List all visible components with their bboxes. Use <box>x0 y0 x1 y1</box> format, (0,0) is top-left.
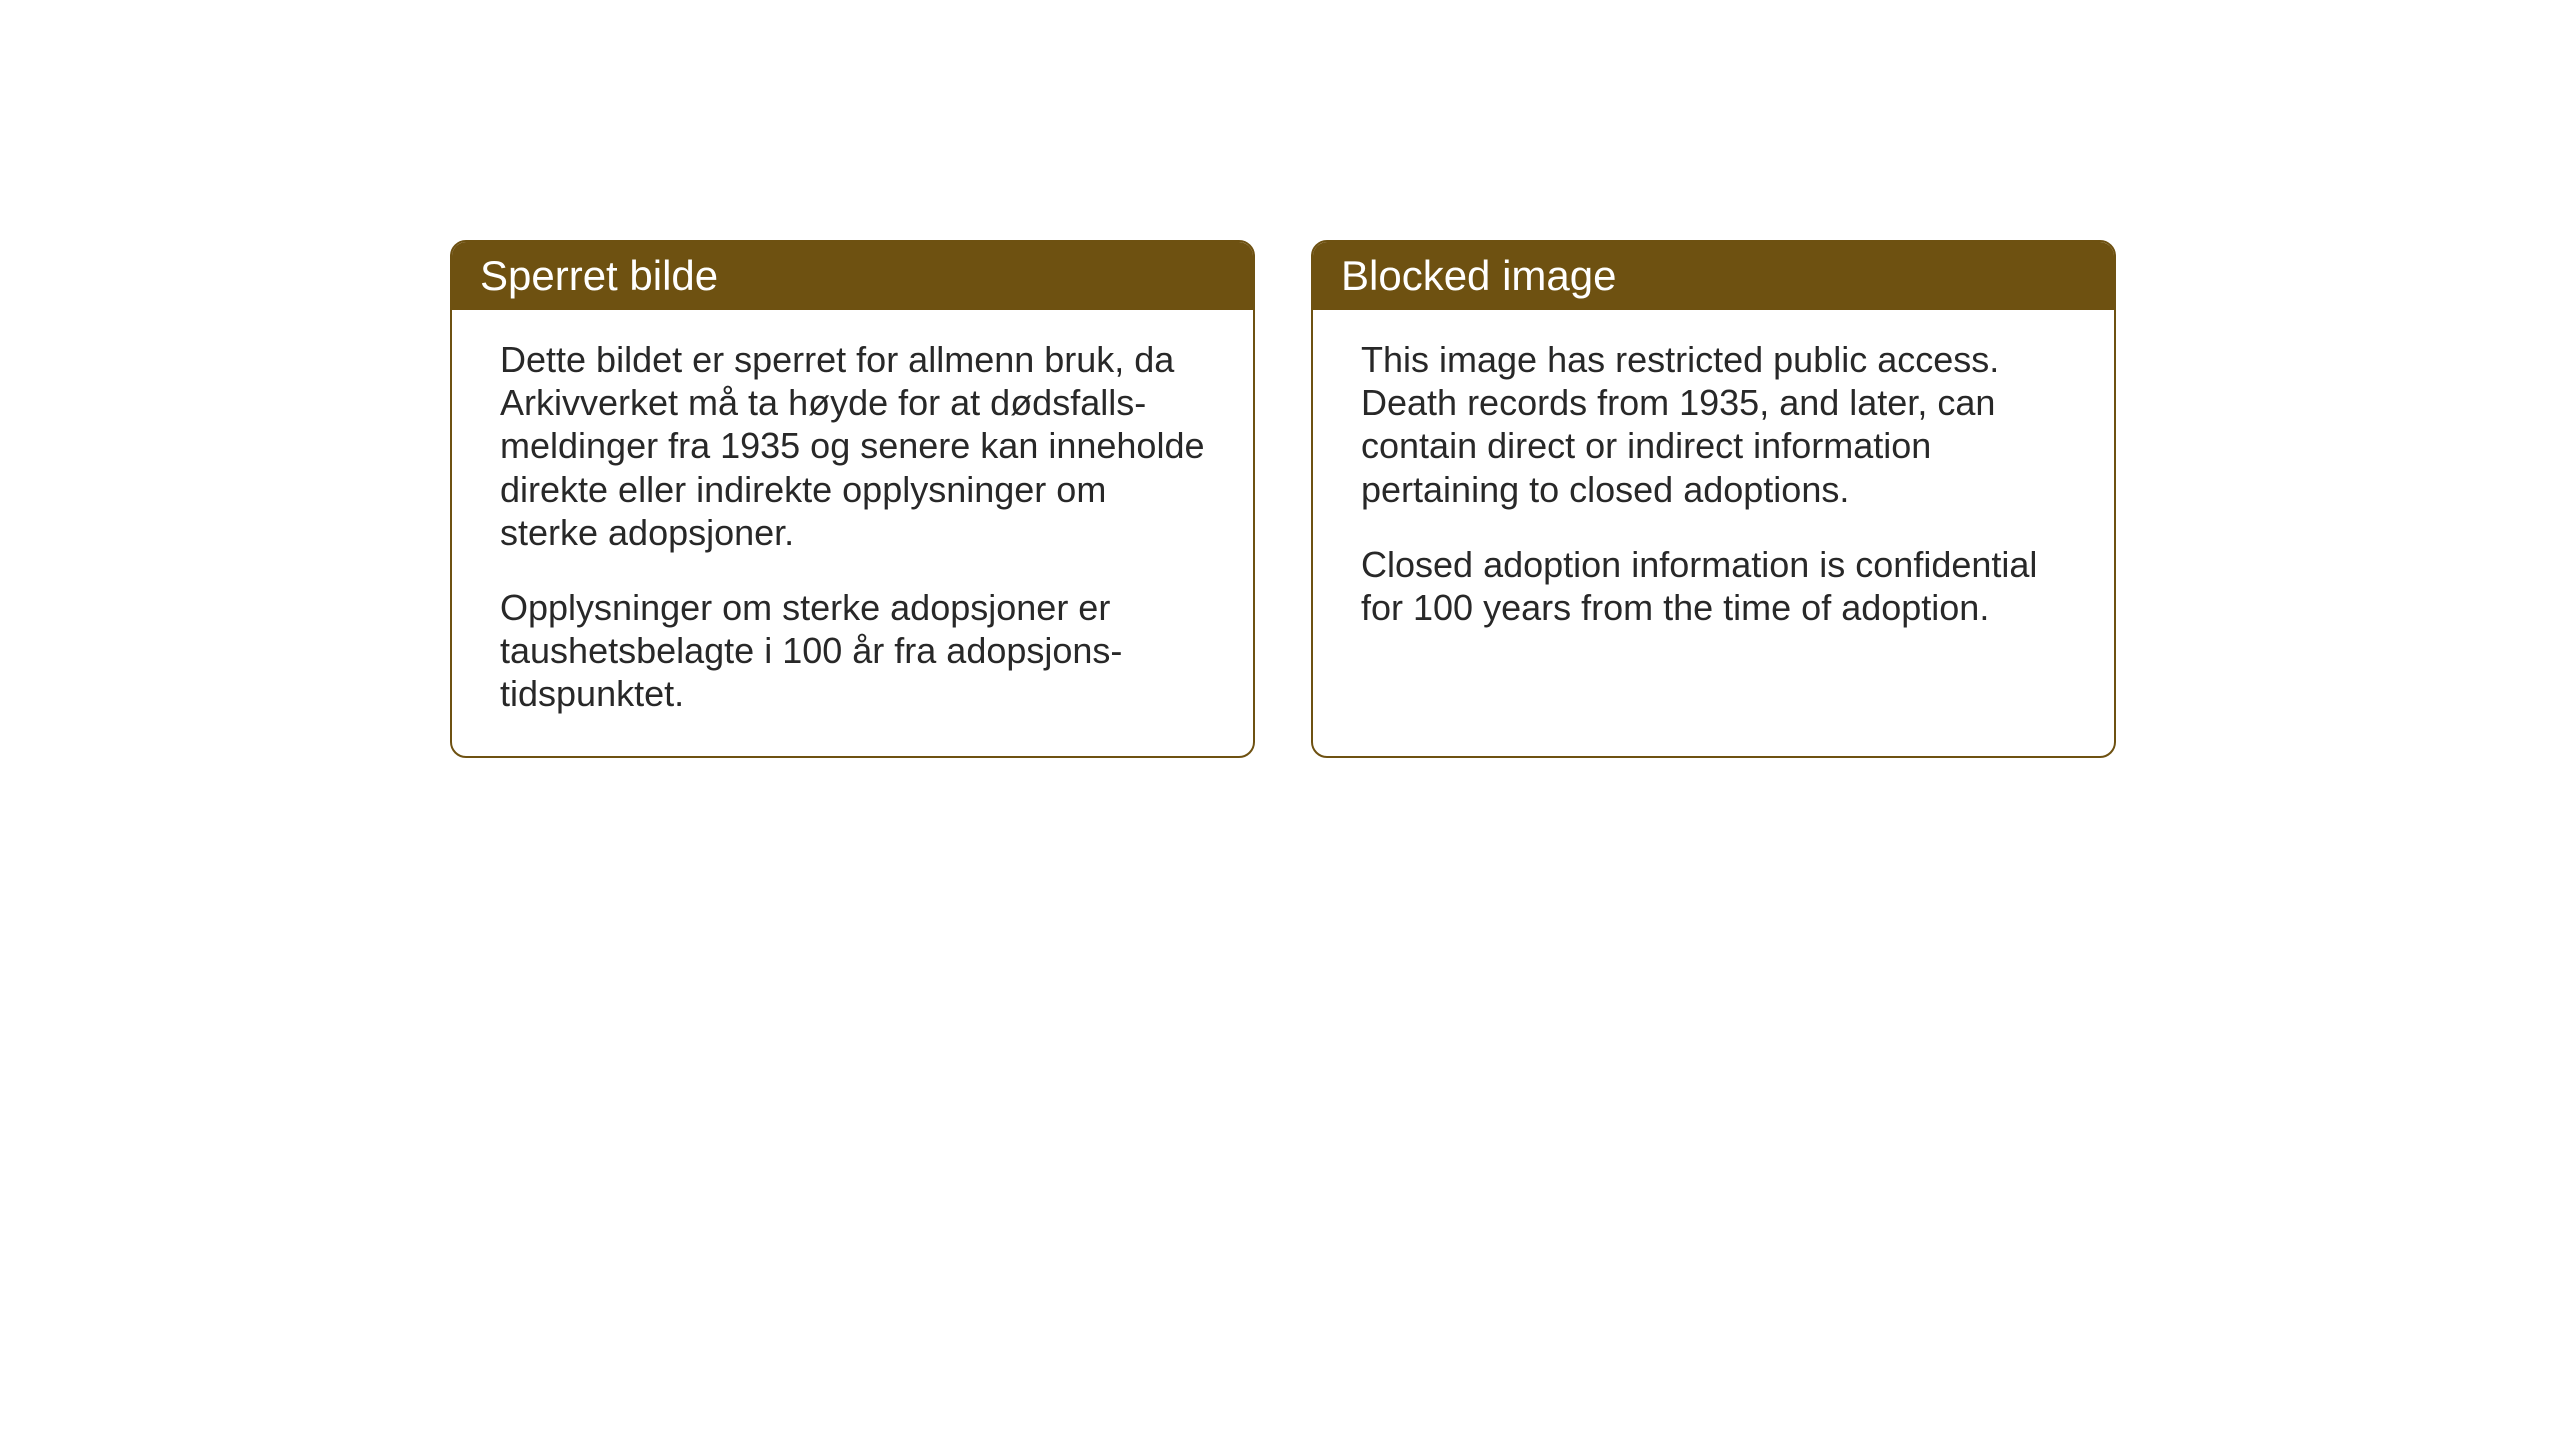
english-card-title: Blocked image <box>1313 242 2114 310</box>
notice-cards-container: Sperret bilde Dette bildet er sperret fo… <box>450 240 2116 758</box>
norwegian-notice-card: Sperret bilde Dette bildet er sperret fo… <box>450 240 1255 758</box>
english-notice-card: Blocked image This image has restricted … <box>1311 240 2116 758</box>
norwegian-card-title: Sperret bilde <box>452 242 1253 310</box>
norwegian-card-body: Dette bildet er sperret for allmenn bruk… <box>452 310 1253 756</box>
english-paragraph-1: This image has restricted public access.… <box>1361 338 2066 511</box>
norwegian-paragraph-2: Opplysninger om sterke adopsjoner er tau… <box>500 586 1205 716</box>
english-paragraph-2: Closed adoption information is confident… <box>1361 543 2066 629</box>
norwegian-paragraph-1: Dette bildet er sperret for allmenn bruk… <box>500 338 1205 554</box>
english-card-body: This image has restricted public access.… <box>1313 310 2114 750</box>
